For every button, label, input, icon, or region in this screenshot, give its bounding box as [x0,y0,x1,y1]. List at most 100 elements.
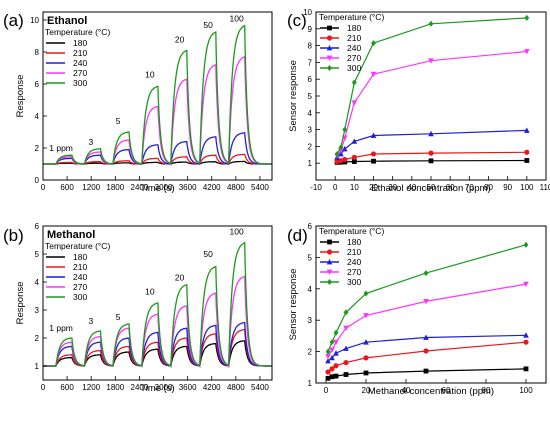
data-point [329,347,335,354]
x-tick-label: 4800 [227,383,245,392]
y-tick-label: 1 [308,379,313,388]
y-tick-label: 2 [35,144,40,153]
data-point [428,158,434,164]
data-point [333,363,339,369]
y-tick-label: 8 [35,48,40,57]
y-tick-label: 2 [308,348,313,357]
data-point [351,138,358,144]
concentration-label: 20 [175,273,185,283]
concentration-label: 5 [116,116,121,126]
x-tick-label: 100 [519,386,533,395]
data-point [371,40,376,47]
data-point [523,332,529,338]
legend-marker [326,35,333,41]
y-tick-label: 5 [308,253,313,262]
legend-marker [326,269,333,275]
concentration-label: 100 [230,226,244,236]
data-point [370,71,377,78]
legend-entry-270: 270 [347,267,361,277]
data-point [329,354,335,361]
legend-entry-300: 300 [73,78,87,88]
concentration-label: 1 ppm [49,143,73,153]
legend-title: Temperature (°C) [319,12,384,22]
data-point [333,350,339,356]
x-tick-label: 30 [388,183,397,192]
data-point [363,370,369,376]
x-tick-label: 80 [484,183,493,192]
concentration-label: 3 [88,137,93,147]
x-tick-label: 50 [427,183,436,192]
data-point [325,348,331,355]
chart-panel-0: 0 600 1200 1800 2400 3000 3600 4200 4800 5400 0 2 4 6… [3,11,273,194]
y-tick-label: 10 [30,16,39,25]
legend-marker [326,45,333,51]
data-point [524,14,530,21]
y-tick-label: 0 [35,176,40,185]
plot-frame [42,11,273,181]
concentration-label: 50 [203,249,213,259]
x-tick-label: 20 [369,183,378,192]
legend-entry-270: 270 [73,282,87,292]
legend-marker [326,55,333,61]
legend-entry-240: 240 [347,257,361,267]
chart-title: Ethanol [47,15,87,27]
legend-entry-240: 240 [73,58,87,68]
chart-panel-3: 0 20 40 60 80 100 1 2 3 4 5 6 Methanol concentration… [287,222,547,397]
y-tick-label: 4 [308,285,313,294]
concentration-label: 100 [230,14,244,24]
data-point [329,339,335,346]
plot-frame [315,225,547,384]
data-point [428,58,434,64]
y-tick-label: 1 [308,159,313,168]
y-tick-label: 3 [35,306,40,315]
concentration-label: 50 [203,20,213,30]
x-tick-label: 4800 [227,183,245,192]
plot-area [325,241,529,381]
legend-marker [327,25,332,31]
data-point [428,20,434,27]
series-line-270 [336,50,527,156]
y-tick-label: 5 [308,92,313,101]
data-point [423,348,429,354]
x-tick-label: 60 [442,386,451,395]
data-point [333,329,339,336]
data-point [342,156,348,163]
x-tick-label: 600 [60,183,74,192]
panel-label: (d) [287,226,308,245]
data-point [341,145,348,152]
y-tick-label: 3 [308,126,313,135]
data-point [363,339,369,345]
legend-marker [326,259,333,265]
data-point [370,132,377,138]
data-point [325,358,331,364]
x-tick-label: 3600 [179,183,197,192]
x-axis-label: Time (s) [140,383,174,394]
x-tick-label: 3000 [155,383,173,392]
legend-entry-180: 180 [347,23,361,33]
legend-entry-210: 210 [347,247,361,257]
legend-entry-300: 300 [347,63,361,73]
data-point [423,298,429,305]
data-point [363,290,369,297]
legend-entry-210: 210 [73,48,87,58]
x-tick-label: 5400 [251,383,269,392]
x-tick-label: 5400 [251,183,269,192]
y-axis-label: Response [15,282,26,325]
x-tick-label: -10 [310,183,322,192]
data-point [428,130,434,137]
series-line-210 [327,341,527,373]
x-tick-label: 60 [446,183,455,192]
plot-area [334,14,530,165]
plot-frame [42,225,273,381]
data-point [423,368,429,374]
panel-label: (c) [287,11,307,30]
y-tick-label: 3 [308,316,313,325]
legend-entry-240: 240 [73,272,87,282]
data-point [342,126,348,133]
concentration-label: 1 ppm [49,323,73,333]
data-point [428,150,434,156]
legend-entry-300: 300 [347,277,361,287]
legend-marker [327,65,332,71]
series-line-300 [43,24,272,166]
